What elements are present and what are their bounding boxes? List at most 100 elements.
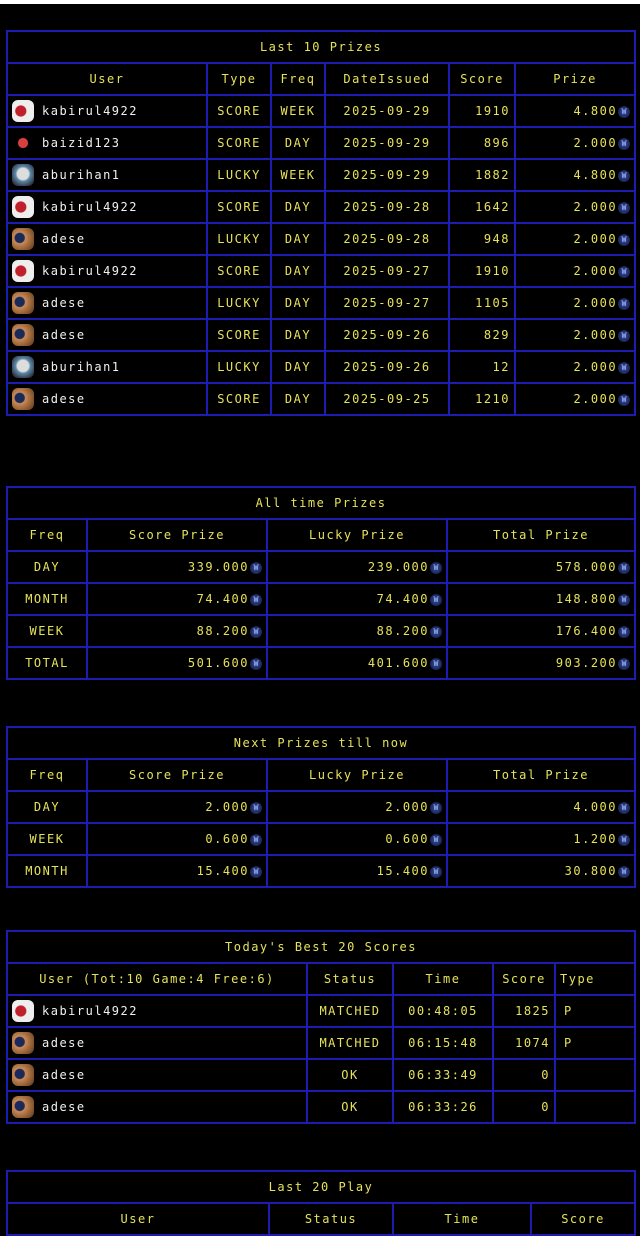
column-header[interactable]: Prize xyxy=(513,62,637,96)
wax-coin-icon: W xyxy=(618,361,631,374)
status: OK xyxy=(306,1090,394,1124)
username: adese xyxy=(42,232,86,246)
type-value: SCORE xyxy=(217,328,261,342)
score: 1910 xyxy=(448,254,516,288)
user-cell[interactable]: adese xyxy=(12,388,202,410)
total-prize: 30.800 W xyxy=(446,854,636,888)
score-prize-value: 339.000 xyxy=(187,560,249,574)
column-header[interactable]: User xyxy=(6,62,208,96)
column-header[interactable]: Score xyxy=(529,1202,637,1236)
table-row: kabirul4922 MATCHED 00:48:05 1825 P xyxy=(6,994,636,1028)
user-cell[interactable]: kabirul4922 xyxy=(12,1000,302,1022)
username: adese xyxy=(42,392,86,406)
column-header[interactable]: Freq xyxy=(6,518,88,552)
prize-value: 2.000 xyxy=(573,392,618,406)
prize-value: 4.800 xyxy=(573,168,618,182)
type xyxy=(554,1058,636,1092)
total-prize: 1.200 W xyxy=(446,822,636,856)
table-row: adese SCORE DAY 2025-09-26 829 2.000 W xyxy=(6,318,637,352)
user-cell[interactable]: adese xyxy=(12,1032,302,1054)
user-cell[interactable]: adese xyxy=(12,1096,302,1118)
column-header[interactable]: Freq xyxy=(270,62,326,96)
username: adese xyxy=(42,1036,86,1050)
freq: WEEK xyxy=(270,94,326,128)
time-value: 06:33:26 xyxy=(408,1100,478,1114)
title-row: Last 10 Prizes xyxy=(5,30,637,64)
prize: 2.000 W xyxy=(513,350,637,384)
freq-value: MONTH xyxy=(25,864,69,878)
avatar xyxy=(12,1032,34,1054)
type: P xyxy=(554,994,636,1028)
wax-coin-icon: W xyxy=(618,833,630,846)
column-header[interactable]: User xyxy=(6,1202,270,1236)
avatar xyxy=(12,1096,34,1118)
user-cell[interactable]: adese xyxy=(12,228,202,250)
total-prize: 578.000 W xyxy=(446,550,636,584)
column-header[interactable]: Lucky Prize xyxy=(266,518,448,552)
user-cell[interactable]: adese xyxy=(12,324,202,346)
total-prize: 903.200 W xyxy=(446,646,636,680)
freq: DAY xyxy=(270,190,326,224)
prize: 2.000 W xyxy=(513,382,637,416)
table-row: adese OK 06:33:26 0 xyxy=(6,1090,636,1124)
wax-coin-icon: W xyxy=(618,105,631,118)
column-header[interactable]: Time xyxy=(392,962,494,996)
table-row: MONTH 15.400 W 15.400 W 30.800 W xyxy=(6,854,636,888)
user-cell[interactable]: kabirul4922 xyxy=(12,196,202,218)
avatar xyxy=(12,132,34,154)
column-header[interactable]: Total Prize xyxy=(446,758,636,792)
column-header[interactable]: Freq xyxy=(6,758,88,792)
table-row: adese LUCKY DAY 2025-09-27 1105 2.000 W xyxy=(6,286,637,320)
user-cell[interactable]: aburihan1 xyxy=(12,356,202,378)
column-header[interactable]: Score Prize xyxy=(86,518,268,552)
user-cell[interactable]: aburihan1 xyxy=(12,164,202,186)
date-issued-value: 2025-09-29 xyxy=(343,104,431,118)
column-header[interactable]: DateIssued xyxy=(324,62,450,96)
table-row: adese MATCHED 06:15:48 1074 P xyxy=(6,1026,636,1060)
avatar xyxy=(12,196,34,218)
prize: 2.000 W xyxy=(513,190,637,224)
wax-coin-icon: W xyxy=(618,169,631,182)
wax-coin-icon: W xyxy=(618,393,631,406)
table-row: adese SCORE DAY 2025-09-25 1210 2.000 W xyxy=(6,382,637,416)
date-issued: 2025-09-29 xyxy=(324,94,450,128)
date-issued-value: 2025-09-29 xyxy=(343,136,431,150)
avatar xyxy=(12,1064,34,1086)
freq-value: DAY xyxy=(33,800,61,814)
user-cell[interactable]: adese xyxy=(12,1064,302,1086)
column-header[interactable]: Score xyxy=(448,62,516,96)
user-cell[interactable]: kabirul4922 xyxy=(12,100,202,122)
title-row: Today's Best 20 Scores xyxy=(6,930,636,964)
avatar xyxy=(12,100,34,122)
user-cell[interactable]: kabirul4922 xyxy=(12,260,202,282)
score-value: 1910 xyxy=(475,264,510,278)
column-header[interactable]: Status xyxy=(268,1202,394,1236)
column-header[interactable]: User (Tot:10 Game:4 Free:6) xyxy=(6,962,308,996)
user-cell[interactable]: adese xyxy=(12,292,202,314)
column-header[interactable]: Status xyxy=(306,962,394,996)
wax-coin-icon: W xyxy=(618,297,631,310)
column-header[interactable]: Score Prize xyxy=(86,758,268,792)
freq-value: WEEK xyxy=(29,832,65,846)
column-header[interactable]: Score xyxy=(492,962,556,996)
column-header[interactable]: Total Prize xyxy=(446,518,636,552)
prize: 4.800 W xyxy=(513,158,637,192)
table-row: DAY 2.000 W 2.000 W 4.000 W xyxy=(6,790,636,824)
wax-coin-icon: W xyxy=(618,625,630,638)
lucky-prize-value: 88.200 xyxy=(376,624,429,638)
header-row: Freq Score Prize Lucky Prize Total Prize xyxy=(6,758,636,792)
user-cell[interactable]: baizid123 xyxy=(12,132,202,154)
column-header[interactable]: Type xyxy=(554,962,636,996)
column-header[interactable]: Time xyxy=(392,1202,532,1236)
column-header[interactable]: Type xyxy=(206,62,272,96)
freq: DAY xyxy=(270,286,326,320)
user: adese xyxy=(6,1058,308,1092)
score-prize: 501.600 W xyxy=(86,646,268,680)
avatar xyxy=(12,324,34,346)
score-prize: 2.000 W xyxy=(86,790,268,824)
score: 12 xyxy=(448,350,516,384)
score-prize: 15.400 W xyxy=(86,854,268,888)
table-row: baizid123 SCORE DAY 2025-09-29 896 2.000 W xyxy=(6,126,637,160)
column-header[interactable]: Lucky Prize xyxy=(266,758,448,792)
time: 06:33:26 xyxy=(392,1090,494,1124)
